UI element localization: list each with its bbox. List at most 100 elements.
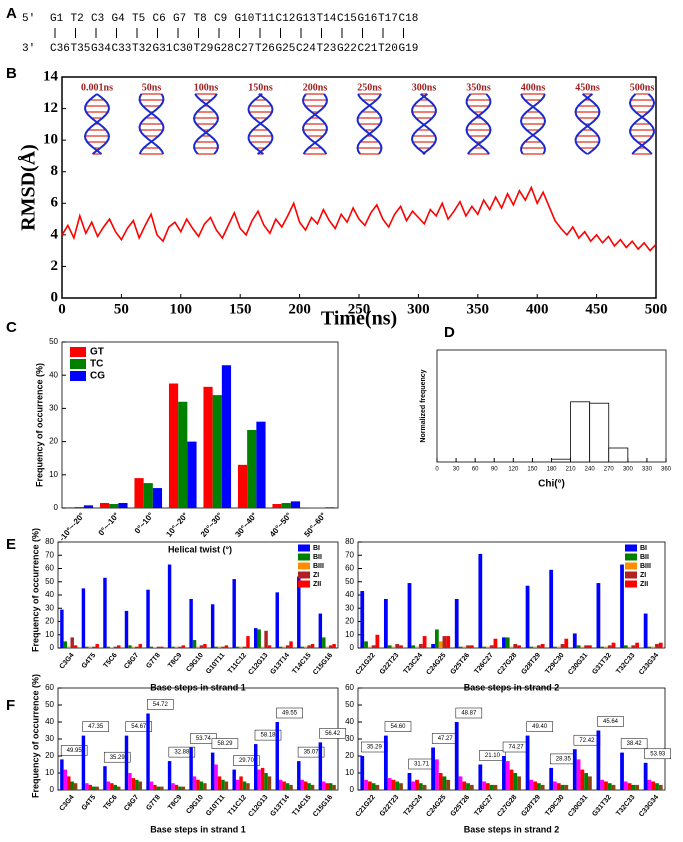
x-tick-label: T32C33 [615,794,636,818]
bar [367,646,372,648]
bar [482,646,486,648]
x-tick-label: C27G28 [496,652,518,677]
bar [303,646,308,648]
bar [643,613,648,648]
x-tick-label: C24G25 [425,652,447,677]
x-tick-label: G10T11 [205,652,226,676]
x-tick-label: G7T8 [145,652,162,670]
bar [60,759,64,790]
base: G31 [153,43,173,55]
x-tick-label: 250 [348,301,371,317]
bar [387,778,392,790]
backbone [628,93,655,155]
bar [110,647,114,648]
plot-frame [357,541,666,649]
backbone [83,93,110,155]
y-tick-label: 30 [49,404,58,413]
bar [257,629,261,648]
annotation: 49.40 [532,724,548,730]
annotation: 45.64 [603,719,619,725]
x-tick-label: G31T32 [591,794,613,818]
x-tick-label: 350 [467,301,490,317]
panel-label: E [6,536,16,553]
y-tick-label: 10 [49,470,58,479]
base: G4 [112,13,126,25]
base: C18 [399,13,419,25]
x-tick-label: 30°~40° [233,511,258,539]
base: T11 [255,13,275,25]
bar [203,783,207,790]
bar [502,756,506,790]
annotation-box [125,721,153,732]
y-tick-label: 50 [45,700,54,709]
base: C21 [358,43,378,55]
snapshot-label: 300ns [412,82,437,93]
bar [128,773,132,790]
bar [167,564,172,648]
bar [117,645,121,648]
bar [272,504,282,508]
bar [135,779,139,790]
bar [224,645,229,648]
bar [192,776,197,790]
bar [584,645,589,648]
x-tick-label: G25T26 [450,794,472,818]
y-tick-label: 40 [45,590,54,599]
x-tick-label: T11C12 [227,652,248,675]
y-tick-label: 8 [51,163,59,179]
bar [446,779,451,790]
y-tick-label: 10 [345,630,354,639]
x-tick-label: C27G28 [496,794,518,819]
helix-image [247,93,274,155]
bar [73,645,78,648]
bar [153,647,157,648]
y-tick-label: 20 [45,751,54,760]
x-tick-label: 400 [526,301,549,317]
base: C12 [276,13,296,25]
annotation-box [60,745,88,756]
panel-label: A [6,5,17,22]
bar [655,644,659,648]
y-tick-label: 6 [51,195,59,211]
bar [70,781,74,790]
bar [623,645,628,648]
bar [203,644,207,648]
annotation-box [147,699,174,710]
bar [658,642,663,648]
base: C9 [214,13,227,25]
y-tick-label: 10 [345,768,354,777]
helix-image [83,93,111,155]
x-tick-label: C33G34 [638,794,660,819]
base: C15 [337,13,357,25]
annotation: 47.35 [88,724,104,730]
x-tick-label: 500 [645,301,668,317]
annotation: 47.27 [438,736,454,742]
bar [418,644,423,648]
legend-label: ZII [640,581,648,588]
x-tick-label: T14C15 [291,794,312,818]
x-tick-label: T14C15 [291,652,312,676]
helix-image [519,93,547,155]
bar [553,781,557,790]
legend-label: BI [313,545,320,552]
bar [371,783,376,790]
x-tick-label: C3G4 [59,652,76,671]
bar [149,646,154,648]
bar [181,786,186,790]
bar [328,645,333,648]
bar [322,781,326,790]
bar [247,429,257,508]
annotation: 58.29 [217,741,233,747]
bar [611,642,616,648]
bar [525,735,530,790]
bar [604,781,608,790]
bar [264,773,268,790]
hist-bar [570,401,591,463]
base: C6 [153,13,166,25]
x-tick-label: G13T14 [269,794,291,818]
legend-swatch [70,371,86,381]
y-tick-label: 60 [345,683,354,692]
bar [146,589,150,648]
bar [375,784,380,790]
y-tick-label: 12 [43,100,58,116]
